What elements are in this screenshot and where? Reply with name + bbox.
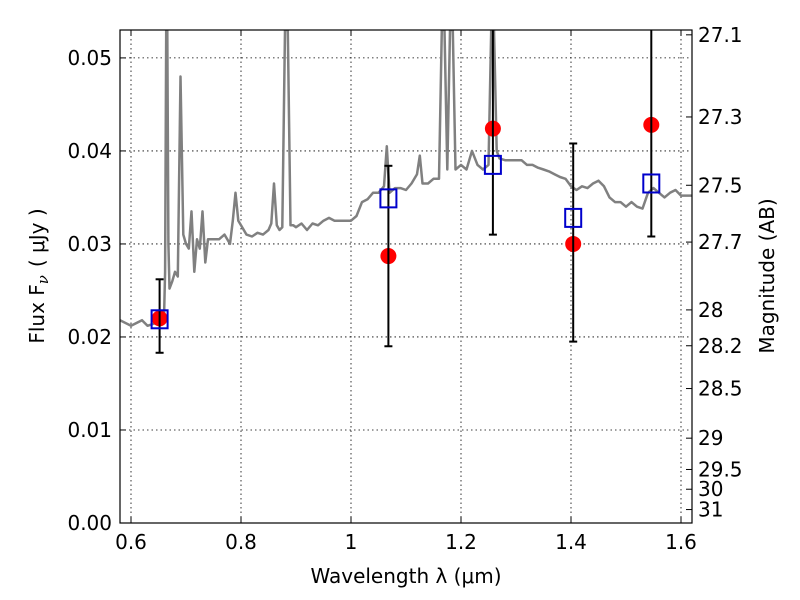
y2-tick-label: 29 bbox=[698, 426, 723, 450]
y-axis-label: Flux Fν( μJy ) bbox=[25, 208, 52, 343]
y2-tick-label: 28.5 bbox=[698, 377, 743, 401]
x-axis-ticks: 0.6 0.8 1 1.2 1.4 1.6 bbox=[115, 30, 697, 554]
y2-tick-label: 27.3 bbox=[698, 105, 743, 129]
model-point-square bbox=[150, 309, 169, 330]
spectrum-line bbox=[120, 30, 692, 328]
x-tick-label: 0.6 bbox=[115, 530, 147, 554]
y2-tick-label: 28 bbox=[698, 298, 723, 322]
y-tick-label: 0.00 bbox=[67, 511, 112, 535]
y2-tick-label: 27.1 bbox=[698, 23, 743, 47]
x-tick-label: 1.2 bbox=[445, 530, 477, 554]
y-tick-label: 0.03 bbox=[67, 232, 112, 256]
y2-tick-label: 29.5 bbox=[698, 457, 743, 481]
y-tick-label: 0.05 bbox=[67, 46, 112, 70]
y2-tick-label: 28.2 bbox=[698, 334, 743, 358]
y-tick-label: 0.01 bbox=[67, 418, 112, 442]
plot-background bbox=[120, 30, 692, 523]
y-axis-label-group: Flux Fν( μJy ) bbox=[25, 208, 52, 343]
x-tick-label: 0.8 bbox=[225, 530, 257, 554]
x-tick-label: 1 bbox=[345, 530, 358, 554]
model-point-square bbox=[564, 207, 583, 228]
y-axis-ticks: 0.00 0.01 0.02 0.03 0.04 0.05 bbox=[67, 46, 126, 535]
y2-tick-label: 27.7 bbox=[698, 230, 743, 254]
model-point-square bbox=[379, 188, 398, 209]
x-tick-label: 1.4 bbox=[555, 530, 587, 554]
x-tick-label: 1.6 bbox=[665, 530, 697, 554]
y2-tick-label: 30 bbox=[698, 477, 723, 501]
y-tick-label: 0.04 bbox=[67, 139, 112, 163]
y2-tick-label: 31 bbox=[698, 498, 723, 522]
model-point-square bbox=[483, 154, 502, 175]
errorbar-layer bbox=[150, 30, 661, 354]
y-tick-label: 0.02 bbox=[67, 325, 112, 349]
y2-axis-label: Magnitude (AB) bbox=[755, 198, 779, 353]
x-axis-label: Wavelength λ (μm) bbox=[310, 564, 501, 588]
model-point-square bbox=[642, 173, 661, 194]
plot-frame bbox=[119, 29, 693, 524]
y2-tick-label: 27.5 bbox=[698, 173, 743, 197]
